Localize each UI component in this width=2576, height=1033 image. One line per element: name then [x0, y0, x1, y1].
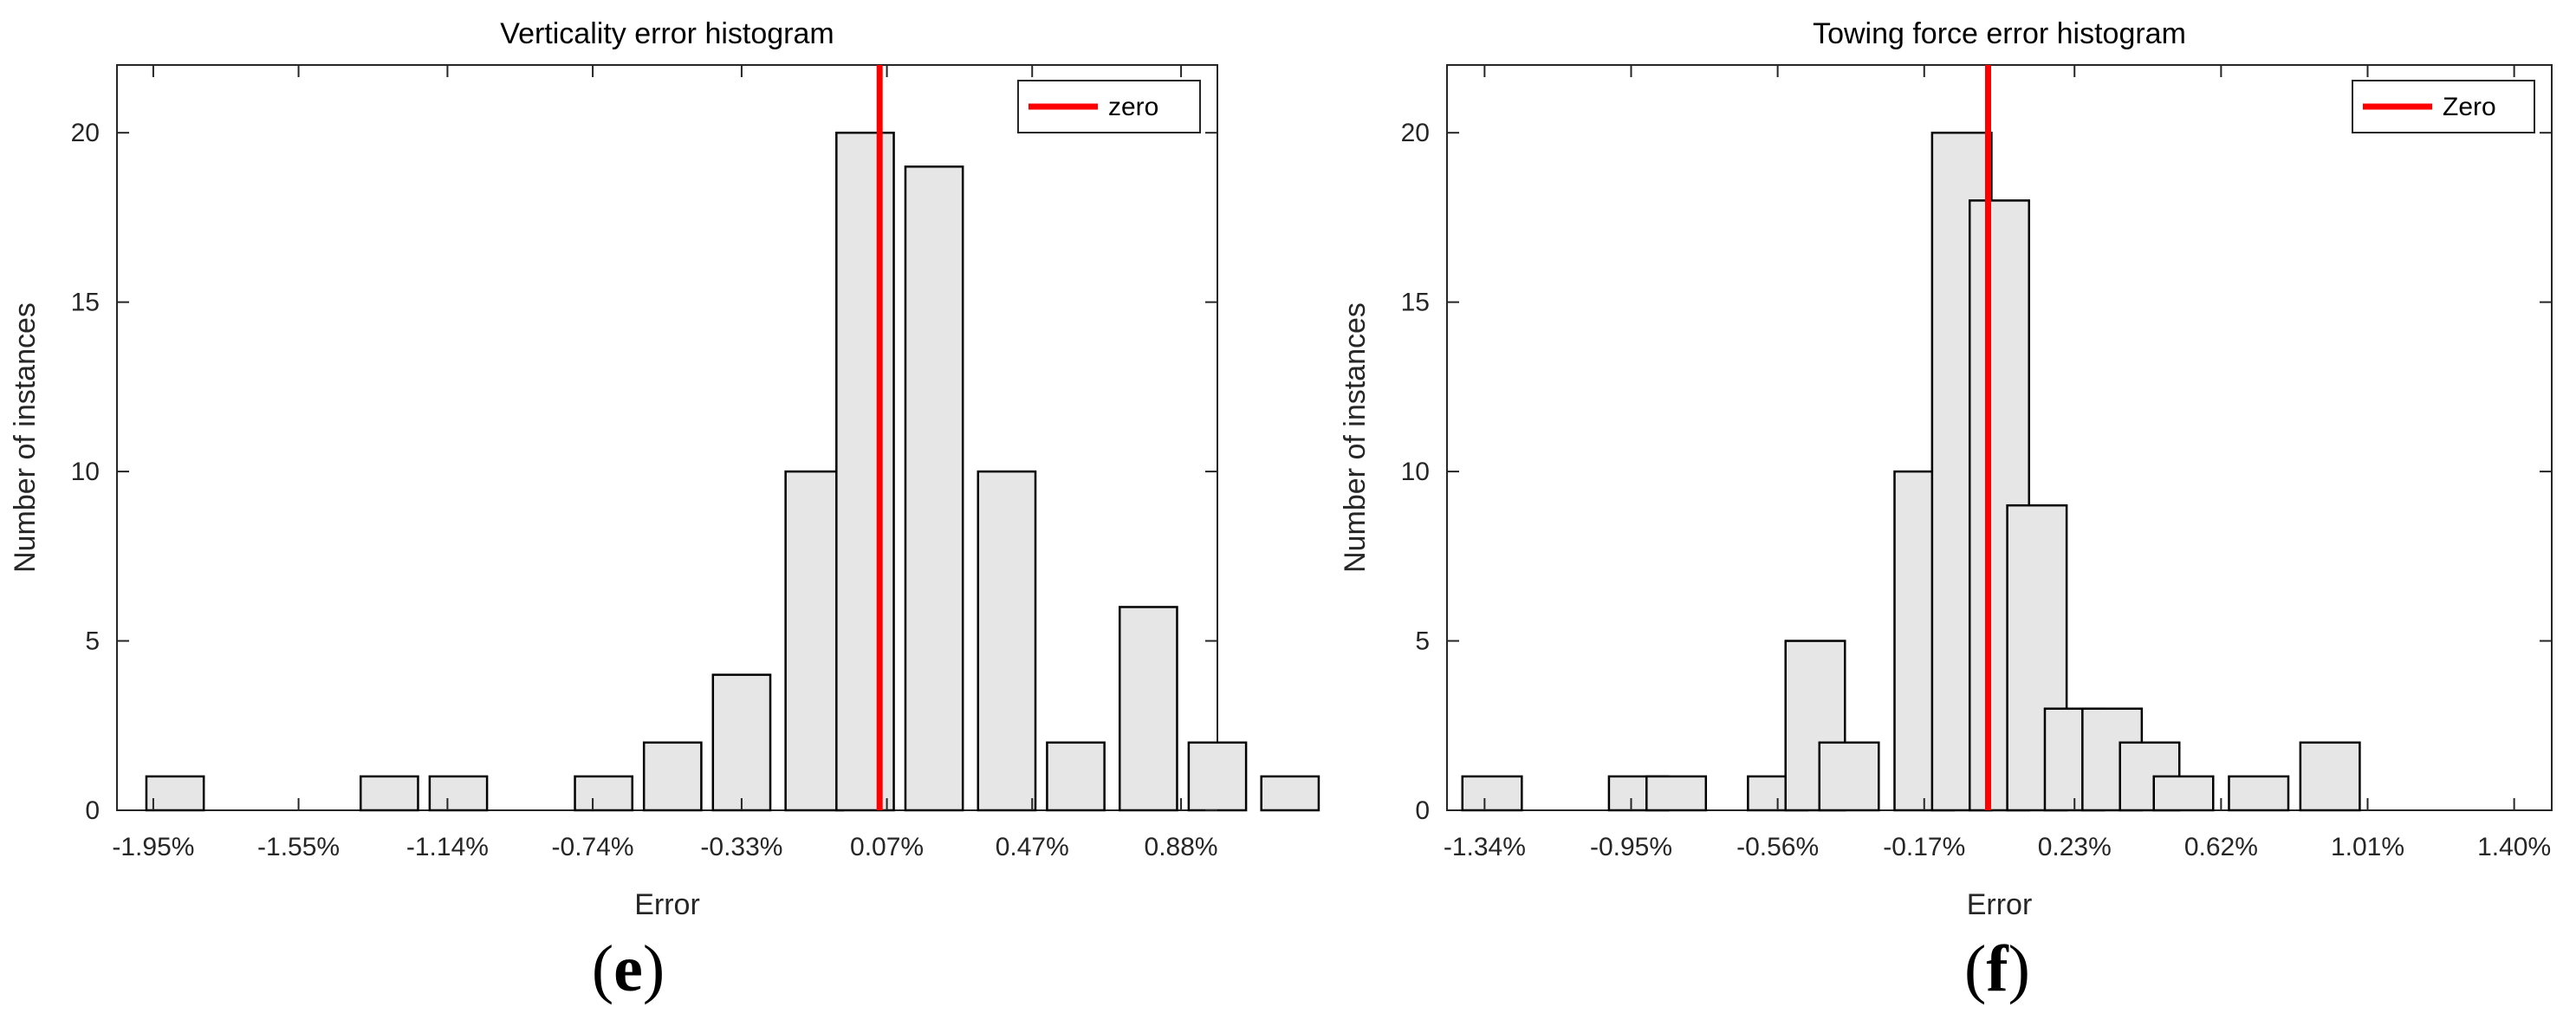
plot-area	[116, 64, 1218, 811]
histogram-bar	[1260, 775, 1320, 812]
y-tick-label: 15	[71, 289, 100, 317]
legend-label: Zero	[2443, 93, 2496, 121]
y-tick-label: 10	[71, 458, 100, 486]
x-tick-label: -1.34%	[1444, 833, 1526, 861]
y-axis-label: Number of instances	[9, 302, 42, 573]
x-tick-label: -0.56%	[1736, 833, 1819, 861]
histogram-bar	[2152, 775, 2215, 812]
histogram-bar	[145, 775, 205, 812]
x-tick-label: 1.40%	[2477, 833, 2551, 861]
histogram-bar	[1046, 741, 1106, 812]
histogram-bar	[1187, 741, 1248, 812]
legend-label: zero	[1108, 93, 1158, 121]
panel-label-f: (f)	[1964, 932, 2030, 1005]
y-tick-label: 0	[1415, 796, 1430, 825]
x-tick-label: -0.33%	[700, 833, 782, 861]
histogram-bar	[574, 775, 634, 812]
histogram-bar	[835, 131, 895, 812]
x-tick-label: -1.55%	[257, 833, 340, 861]
histogram-bar	[904, 166, 964, 812]
histogram-bar	[1119, 606, 1178, 812]
chart-title: Towing force error histogram	[1813, 17, 2186, 50]
histogram-bar	[977, 470, 1037, 812]
x-tick-label: 0.62%	[2184, 833, 2258, 861]
x-tick-label: -0.95%	[1590, 833, 1672, 861]
legend: Zero	[2352, 80, 2535, 133]
panel-label-e: (e)	[591, 932, 665, 1005]
x-tick-label: 0.47%	[996, 833, 1069, 861]
histogram-bar	[1818, 741, 1880, 812]
histogram-bar	[428, 775, 489, 812]
x-tick-label: -1.95%	[112, 833, 194, 861]
y-axis-label: Number of instances	[1339, 302, 1372, 573]
x-axis-label: Error	[1967, 888, 2033, 921]
x-tick-label: 0.88%	[1145, 833, 1218, 861]
legend: zero	[1017, 80, 1201, 133]
x-tick-label: -0.17%	[1883, 833, 1965, 861]
histogram-bar	[2299, 741, 2361, 812]
chart-f: 0 5 10 15 20 -1.34% -0.95% -0.56% -0.17% 0.23% 0.6…	[1339, 17, 2553, 921]
histogram-bar	[1461, 775, 1523, 812]
histogram-bar	[711, 673, 772, 812]
histogram-bar	[642, 741, 703, 812]
x-axis-label: Error	[634, 888, 700, 921]
x-tick-label: 1.01%	[2331, 833, 2404, 861]
x-tick-label: 0.07%	[850, 833, 924, 861]
x-tick-label: 0.23%	[2038, 833, 2112, 861]
y-tick-label: 20	[71, 119, 100, 147]
histogram-bar	[784, 470, 845, 812]
histogram-bar	[1645, 775, 1708, 812]
y-tick-label: 10	[1401, 458, 1430, 486]
chart-e: 0 5 10 15 20 -1.95% -1.55% -1.14% -0.74% -0.33% 0.…	[9, 17, 1320, 921]
chart-title: Verticality error histogram	[500, 17, 834, 50]
histogram-bar	[2228, 775, 2290, 812]
y-tick-label: 15	[1401, 289, 1430, 317]
y-tick-label: 0	[85, 796, 100, 825]
histogram-bar	[359, 775, 419, 812]
y-tick-label: 5	[1415, 627, 1430, 656]
x-tick-label: -0.74%	[552, 833, 634, 861]
y-tick-label: 5	[85, 627, 100, 656]
y-tick-label: 20	[1401, 119, 1430, 147]
x-tick-label: -1.14%	[406, 833, 489, 861]
